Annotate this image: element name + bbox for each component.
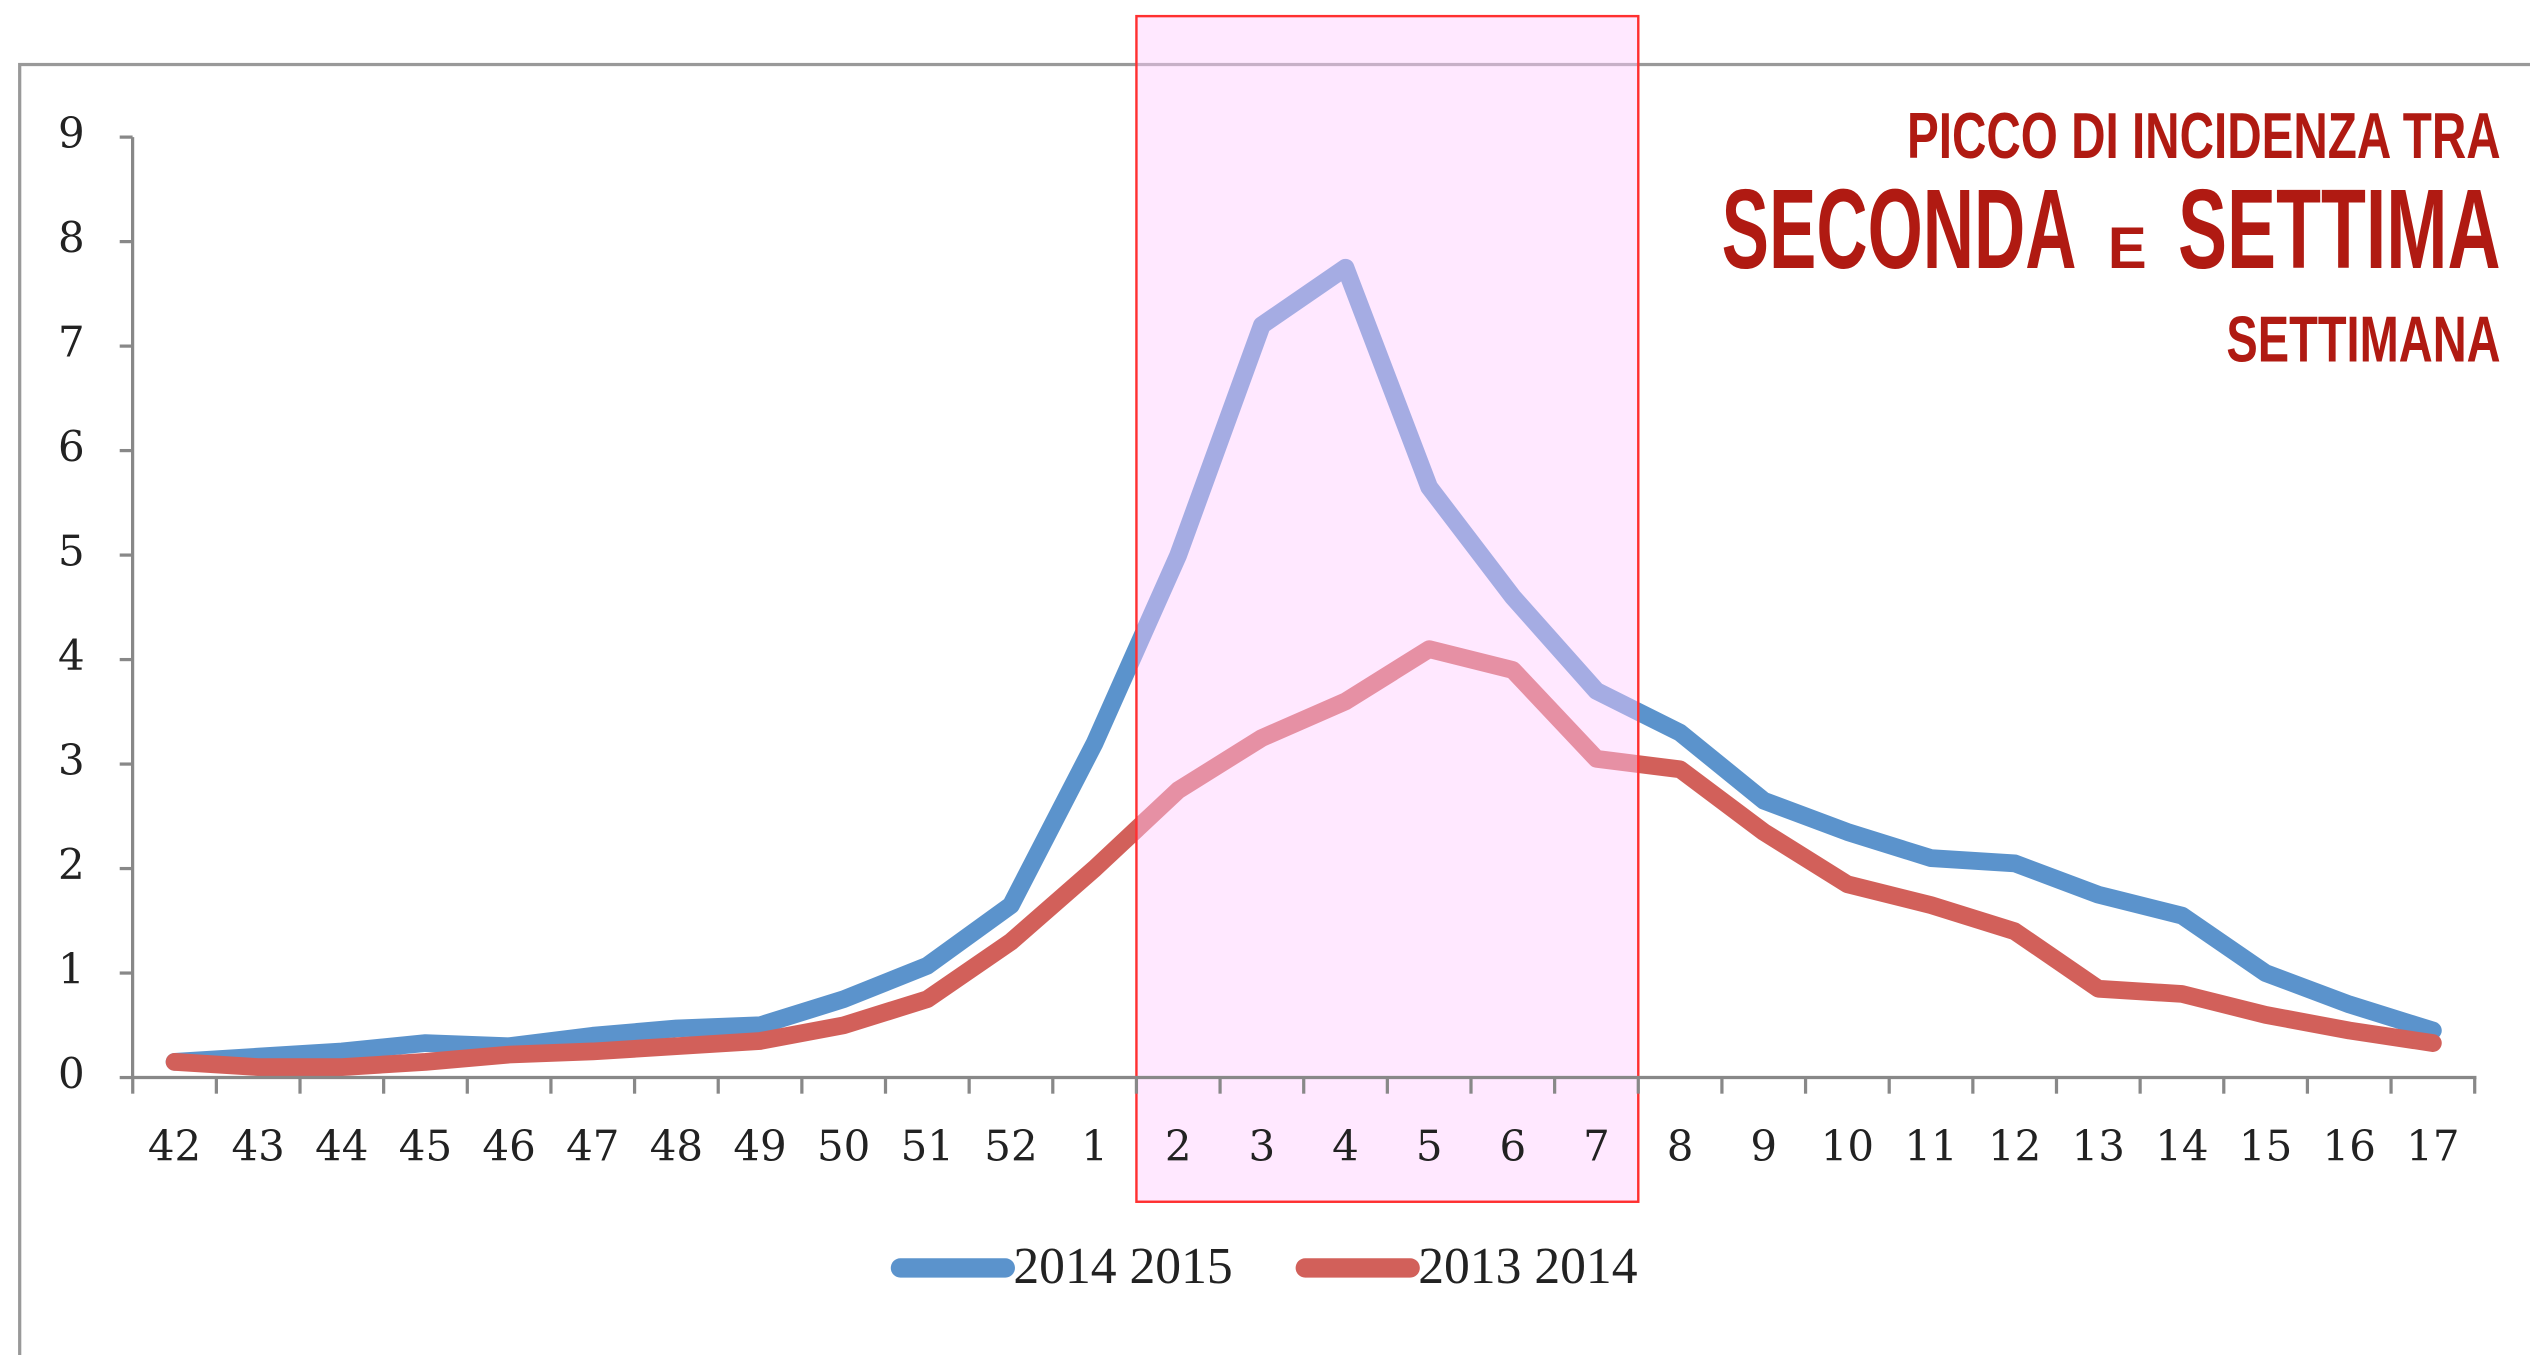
frame: [18, 62, 2530, 1355]
y-tick-label: 3: [58, 736, 85, 785]
x-tick-label: 8: [1667, 1122, 1694, 1171]
x-tick-label: 46: [482, 1122, 535, 1171]
series-line: [165, 640, 2442, 1076]
legend-label: 2013 2014: [1418, 1238, 1637, 1295]
annotation-line: SECONDA E SETTIMA: [1722, 166, 2501, 292]
annotation-line: PICCO DI INCIDENZA TRA: [1907, 100, 2501, 172]
x-tick-label: 5: [1416, 1122, 1443, 1171]
x-tick-label: 43: [232, 1122, 285, 1171]
x-tick-label: 44: [315, 1122, 368, 1171]
legend-label: 2014 2015: [1013, 1238, 1232, 1295]
y-tick-label: 6: [58, 422, 85, 471]
annotation-line: SETTIMANA: [2226, 303, 2500, 375]
y-tick-label: 0: [58, 1049, 85, 1098]
x-tick-label: 14: [2155, 1122, 2208, 1171]
x-tick-label: 15: [2239, 1122, 2292, 1171]
x-tick-label: 50: [817, 1122, 870, 1171]
x-tick-label: 11: [1904, 1122, 1957, 1171]
x-tick-label: 48: [650, 1122, 703, 1171]
y-tick-label: 9: [58, 109, 85, 158]
series-line: [165, 258, 2442, 1071]
x-tick-label: 3: [1249, 1122, 1276, 1171]
annotation-word: E: [2108, 216, 2147, 281]
x-tick-label: 16: [2323, 1122, 2376, 1171]
x-tick-label: 51: [901, 1122, 954, 1171]
y-tick-label: 7: [58, 318, 85, 367]
x-tick-label: 12: [1988, 1122, 2041, 1171]
y-tick-label: 2: [58, 840, 85, 889]
x-tick-label: 45: [399, 1122, 452, 1171]
highlight-region: [1135, 14, 1640, 1203]
x-tick-label: 17: [2406, 1122, 2459, 1171]
x-tick-label: 1: [1081, 1122, 1108, 1171]
y-tick-label: 4: [58, 631, 85, 680]
x-tick-label: 2: [1165, 1122, 1192, 1171]
x-tick-label: 10: [1821, 1122, 1874, 1171]
y-tick-label: 1: [58, 945, 85, 994]
y-tick-label: 8: [58, 213, 85, 262]
x-tick-label: 6: [1499, 1122, 1526, 1171]
x-tick-label: 42: [148, 1122, 201, 1171]
x-tick-label: 49: [733, 1122, 786, 1171]
x-tick-label: 4: [1332, 1122, 1359, 1171]
x-tick-label: 13: [2072, 1122, 2125, 1171]
x-tick-label: 52: [984, 1122, 1037, 1171]
annotation-word: SETTIMA: [2178, 166, 2501, 292]
annotation-word: SECONDA: [1722, 166, 2077, 292]
x-tick-label: 7: [1583, 1122, 1610, 1171]
x-tick-label: 47: [566, 1122, 619, 1171]
y-tick-label: 5: [58, 527, 85, 576]
x-tick-label: 9: [1750, 1122, 1777, 1171]
